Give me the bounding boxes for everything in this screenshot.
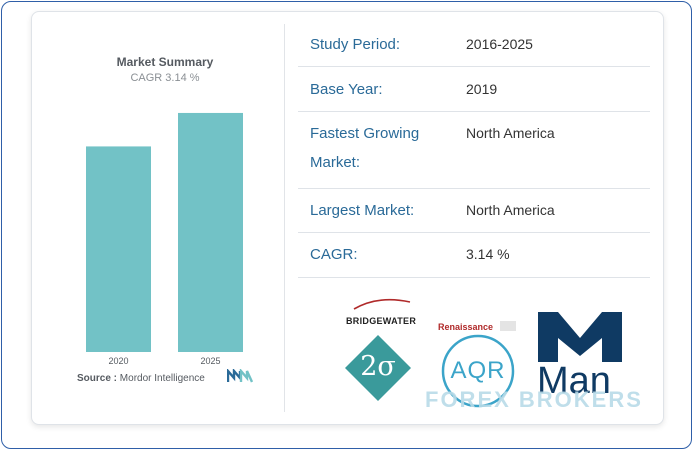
table-row: CAGR: 3.14 % bbox=[298, 240, 650, 278]
renaissance-logo: Renaissance bbox=[438, 317, 516, 335]
chart-subtitle: CAGR 3.14 % bbox=[130, 72, 200, 84]
row-label: Fastest Growing Market: bbox=[310, 125, 420, 171]
two-sigma-text: 2σ bbox=[360, 351, 396, 382]
bridgewater-text: BRIDGEWATER bbox=[346, 316, 417, 326]
row-value: North America bbox=[466, 125, 555, 141]
x-tick-label: 2025 bbox=[200, 356, 220, 366]
chart-source: Source : Mordor Intelligence bbox=[77, 373, 205, 384]
row-value: 3.14 % bbox=[466, 246, 510, 262]
row-label: Study Period: bbox=[310, 36, 401, 53]
man-text: Man bbox=[537, 360, 611, 402]
forex-brokers-watermark: FOREX BROKERS bbox=[425, 387, 643, 412]
two-sigma-logo: 2σ bbox=[344, 334, 412, 402]
row-value: 2016-2025 bbox=[466, 36, 533, 52]
row-value: North America bbox=[466, 202, 555, 218]
x-tick-label: 2020 bbox=[108, 356, 128, 366]
row-label: Base Year: bbox=[310, 81, 383, 98]
row-label: CAGR: bbox=[310, 246, 358, 263]
man-m-block-icon bbox=[538, 312, 622, 362]
aqr-text: AQR bbox=[450, 357, 506, 384]
bar-2025 bbox=[178, 112, 243, 352]
vertical-divider bbox=[284, 24, 285, 412]
aqr-circle-icon bbox=[441, 334, 515, 408]
table-row: Study Period: 2016-2025 bbox=[298, 30, 650, 67]
bar-2020 bbox=[86, 146, 151, 352]
mordor-intelligence-logo-icon bbox=[227, 369, 253, 383]
chart-title: Market Summary bbox=[116, 55, 214, 69]
renaissance-text: Renaissance bbox=[438, 322, 494, 332]
row-label: Largest Market: bbox=[310, 202, 415, 219]
source-value: Mordor Intelligence bbox=[119, 373, 205, 384]
table-row: Base Year: 2019 bbox=[298, 75, 650, 112]
row-value: 2019 bbox=[466, 81, 498, 97]
source-label: Source : bbox=[77, 373, 118, 384]
two-sigma-diamond-icon bbox=[345, 335, 411, 401]
aqr-logo: AQR bbox=[440, 333, 516, 409]
table-row: Largest Market: North America bbox=[298, 196, 650, 233]
table-row: Fastest Growing Market: North America bbox=[298, 119, 650, 189]
renaissance-mark-icon bbox=[499, 320, 516, 331]
bridgewater-swoosh-icon bbox=[353, 298, 411, 310]
